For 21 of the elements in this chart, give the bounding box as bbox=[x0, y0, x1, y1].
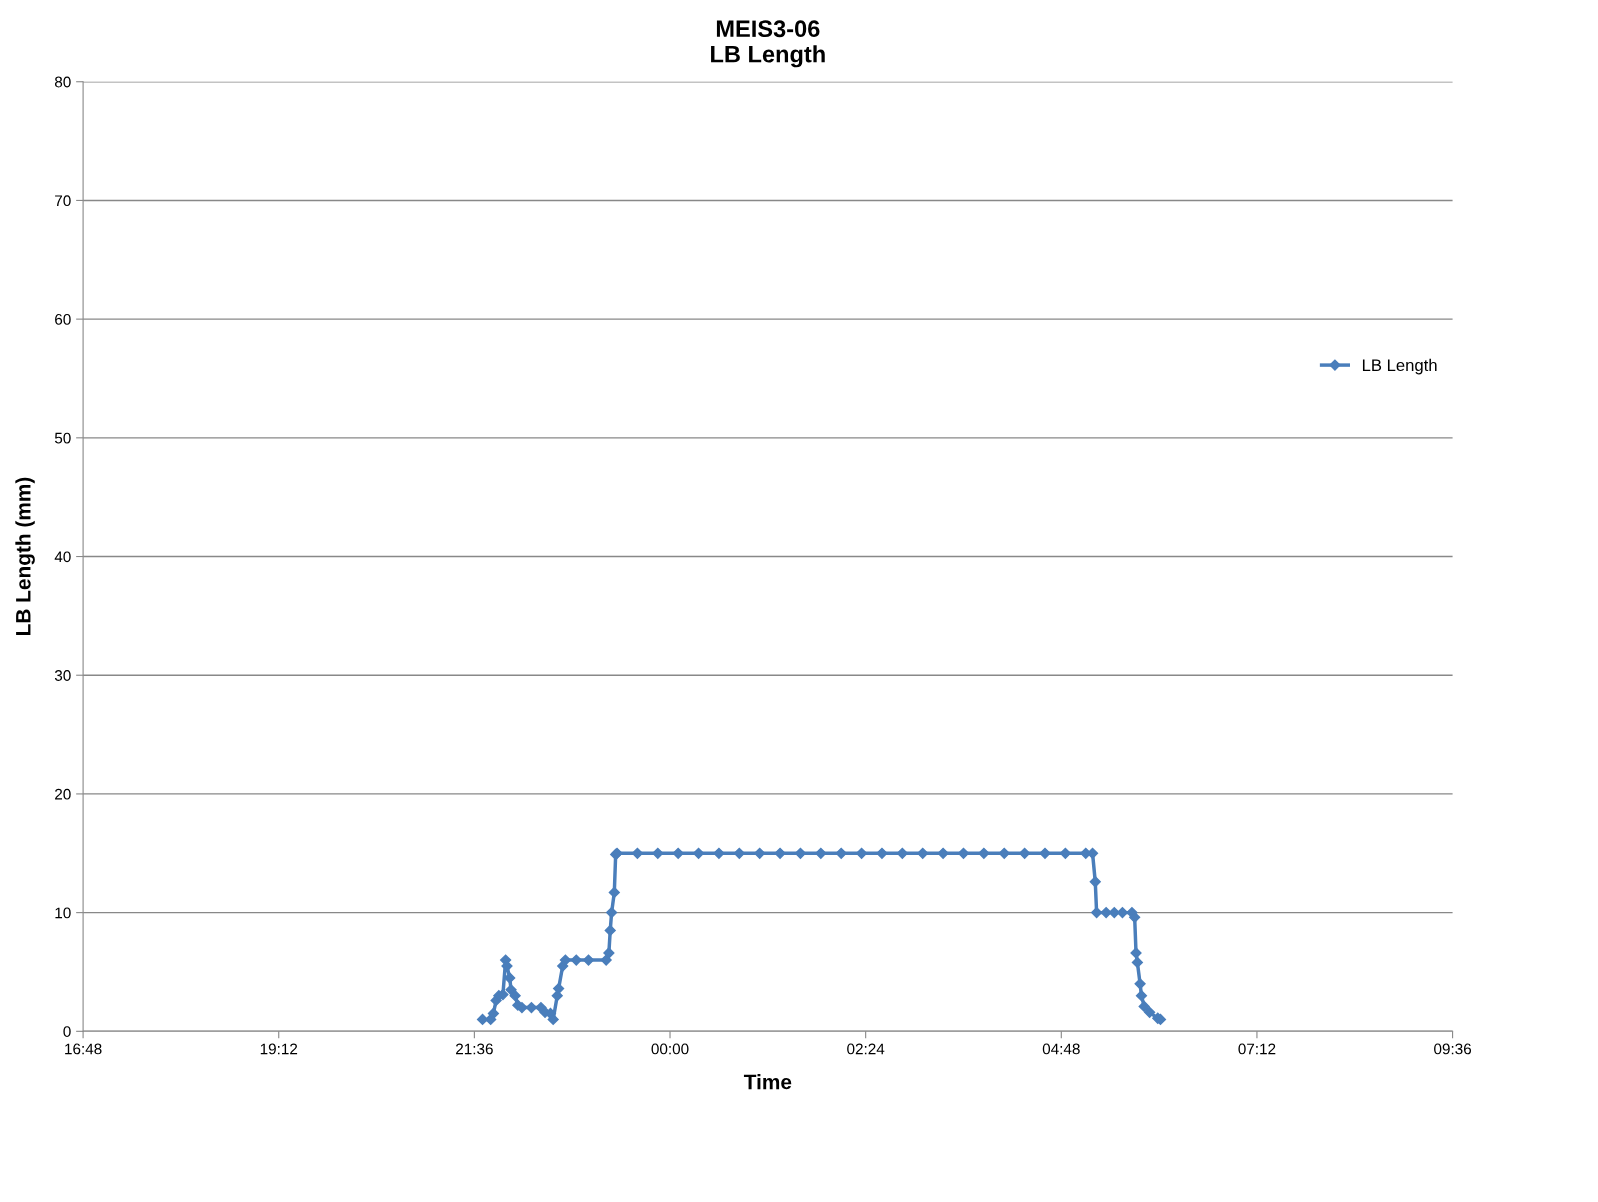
x-tick-label: 07:12 bbox=[1238, 1043, 1276, 1055]
y-tick-label: 50 bbox=[54, 432, 71, 444]
x-tick-label: 19:12 bbox=[260, 1043, 298, 1055]
y-tick-label: 10 bbox=[55, 907, 71, 919]
y-tick-label: 20 bbox=[55, 788, 71, 800]
y-tick-label: 70 bbox=[55, 195, 71, 207]
x-tick-label: 02:24 bbox=[847, 1043, 885, 1055]
y-tick-label: 30 bbox=[54, 670, 71, 681]
x-tick-label: 04:48 bbox=[1042, 1043, 1080, 1055]
chart-title: MEIS3-06 LB Length bbox=[711, 20, 825, 68]
x-tick-label: 00:00 bbox=[651, 1043, 689, 1055]
y-tick-label: 40 bbox=[54, 551, 71, 563]
x-tick-label: 09:36 bbox=[1434, 1043, 1472, 1055]
x-tick-label: 21:36 bbox=[456, 1043, 493, 1055]
x-axis-title: Time bbox=[743, 1074, 792, 1090]
y-tick-label: 80 bbox=[54, 76, 71, 88]
legend-label: LB Length bbox=[1362, 358, 1437, 375]
y-tick-label: 60 bbox=[55, 314, 71, 325]
y-tick-label: 0 bbox=[63, 1026, 71, 1037]
x-tick-label: 16:48 bbox=[65, 1043, 102, 1055]
y-axis-title: LB Length (mm) bbox=[15, 477, 35, 635]
